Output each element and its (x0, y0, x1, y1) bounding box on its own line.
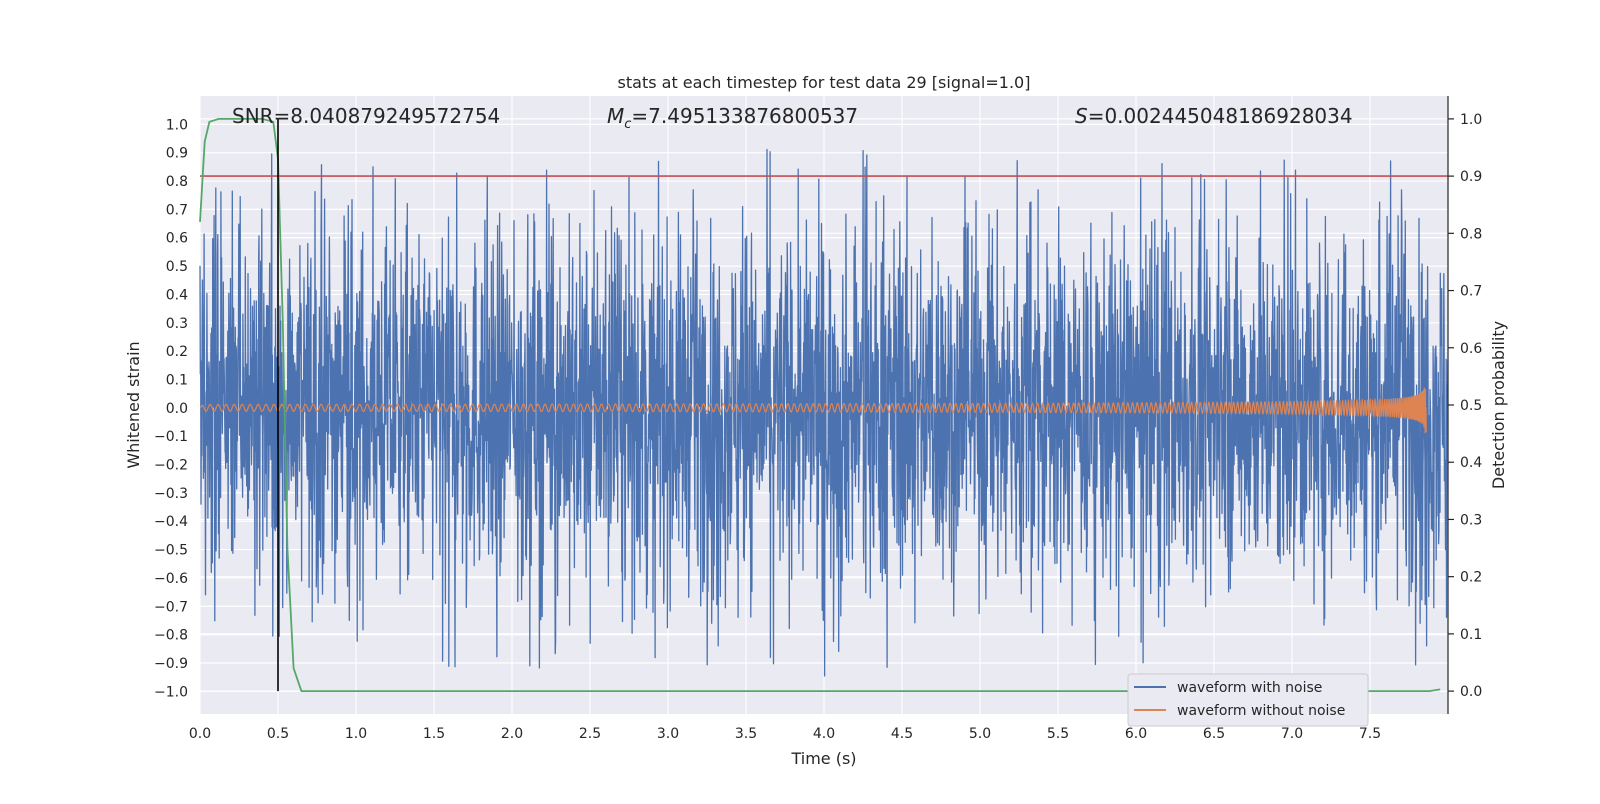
mc-subscript: c (624, 117, 631, 132)
y-tick-label: 0.1 (166, 372, 188, 388)
y-axis-label: Whitened strain (124, 341, 143, 468)
x-tick-label: 3.0 (657, 726, 679, 742)
y-tick-label: −0.5 (154, 543, 188, 559)
s-annotation: S=0.002445048186928034 (1075, 104, 1353, 128)
series-clean (199, 387, 1427, 434)
y-tick-label: −0.2 (154, 458, 188, 474)
x-tick-label: 7.0 (1281, 726, 1303, 742)
y2-axis-label: Detection probability (1489, 321, 1508, 489)
x-tick-label: 2.5 (579, 726, 601, 742)
y2-tick-label: 0.3 (1460, 512, 1482, 528)
y-tick-label: 0.4 (166, 287, 188, 303)
legend: waveform with noise waveform without noi… (1127, 673, 1369, 727)
x-tick-label: 0.0 (189, 726, 211, 742)
x-tick-label: 4.0 (813, 726, 835, 742)
axes: 0.0 0.5 1.0 1.5 2.0 2.5 3.0 3.5 4.0 4.5 5.0 5.5 6.0 6… (154, 96, 1482, 742)
y-tick-label: 0.9 (166, 146, 188, 162)
y-tick-label: 1.0 (166, 117, 188, 133)
y2-tick-label: 0.0 (1460, 684, 1482, 700)
x-axis-label: Time (s) (790, 749, 856, 768)
snr-annotation: SNR=8.040879249572754 (232, 104, 500, 128)
x-tick-label: 2.0 (501, 726, 523, 742)
series-noise (199, 148, 1449, 677)
legend-label-noise: waveform with noise (1177, 680, 1322, 696)
x-tick-label: 3.5 (735, 726, 757, 742)
clean-waveform-line (199, 387, 1427, 434)
legend-label-clean: waveform without noise (1177, 703, 1345, 719)
x-tick-label: 7.5 (1359, 726, 1381, 742)
y2-tick-label: 0.4 (1460, 455, 1482, 471)
y-tick-label: 0.7 (166, 202, 188, 218)
y2-tick-label: 1.0 (1460, 112, 1482, 128)
y-tick-label: −0.7 (154, 599, 188, 615)
y-tick-label: −0.6 (154, 571, 188, 587)
x-tick-label: 5.0 (969, 726, 991, 742)
y-tick-label: 0.8 (166, 174, 188, 190)
y-tick-label: −0.4 (154, 514, 188, 530)
y-tick-label: −0.1 (154, 429, 188, 445)
y-tick-label: −0.9 (154, 656, 188, 672)
x-tick-label: 1.0 (345, 726, 367, 742)
y2-tick-label: 0.9 (1460, 169, 1482, 185)
y2-tick-label: 0.6 (1460, 341, 1482, 357)
y2-tick-label: 0.8 (1460, 226, 1482, 242)
s-symbol: S (1075, 104, 1088, 128)
y-tick-label: 0.3 (166, 316, 188, 332)
mc-value: =7.495133876800537 (631, 104, 858, 128)
x-tick-label: 6.0 (1125, 726, 1147, 742)
x-tick-label: 0.5 (267, 726, 289, 742)
y-tick-label: −0.3 (154, 486, 188, 502)
x-tick-label: 6.5 (1203, 726, 1225, 742)
y2-tick-label: 0.7 (1460, 284, 1482, 300)
s-value: =0.002445048186928034 (1088, 104, 1353, 128)
x-tick-label: 1.5 (423, 726, 445, 742)
y-tick-label: 0.6 (166, 231, 188, 247)
y2-tick-label: 0.2 (1460, 570, 1482, 586)
chart-title: stats at each timestep for test data 29 … (618, 73, 1031, 92)
noise-waveform-line (199, 148, 1449, 677)
mc-annotation: Mc=7.495133876800537 (607, 104, 858, 132)
y-tick-label: −1.0 (154, 684, 188, 700)
x-tick-label: 4.5 (891, 726, 913, 742)
y-tick-label: −0.8 (154, 628, 188, 644)
legend-box (1127, 673, 1369, 727)
mc-symbol: M (607, 104, 624, 128)
y2-tick-label: 0.1 (1460, 627, 1482, 643)
y-tick-label: 0.0 (166, 401, 188, 417)
y2-tick-label: 0.5 (1460, 398, 1482, 414)
y-tick-label: 0.2 (166, 344, 188, 360)
x-tick-label: 5.5 (1047, 726, 1069, 742)
y-tick-label: 0.5 (166, 259, 188, 275)
